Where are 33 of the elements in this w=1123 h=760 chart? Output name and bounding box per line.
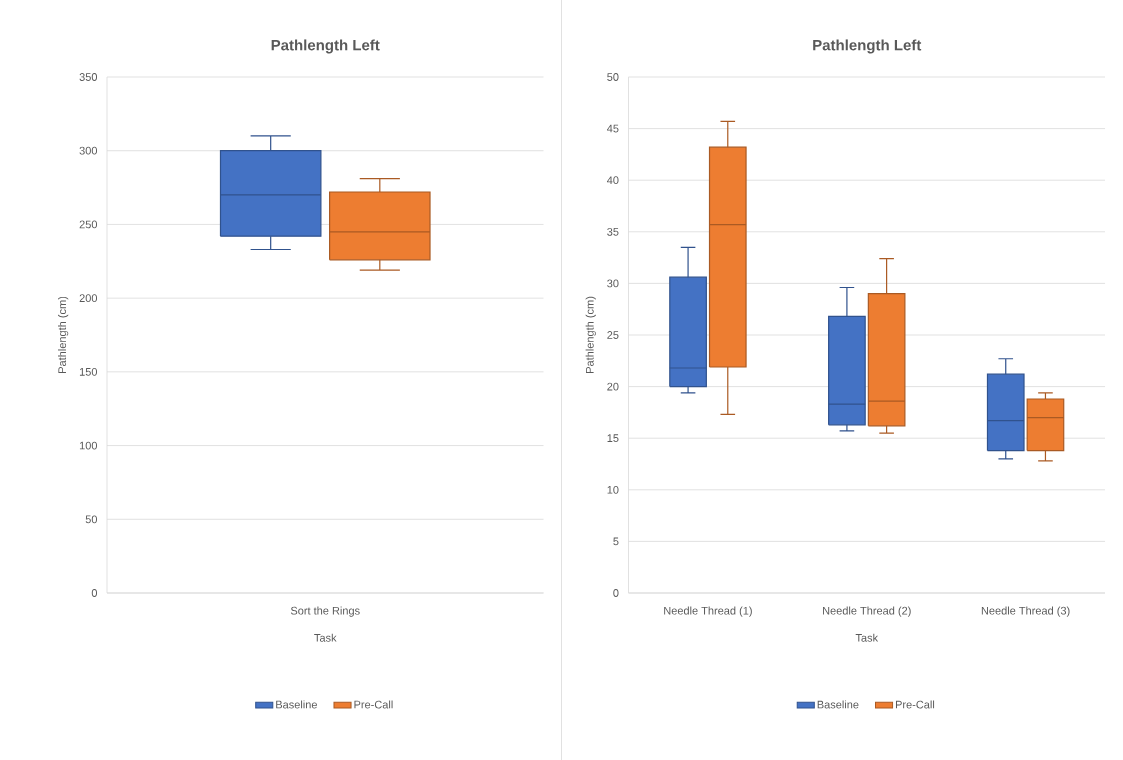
chart-title: Pathlength Left	[813, 39, 922, 54]
x-axis-title: Task	[314, 633, 337, 642]
y-tick-label: 350	[79, 73, 98, 81]
y-tick-label: 300	[79, 146, 98, 155]
x-axis-title: Task	[855, 633, 879, 642]
chart-title: Pathlength Left	[271, 39, 380, 54]
legend-label: Pre-Call	[354, 700, 393, 709]
y-tick-label: 50	[607, 73, 619, 81]
y-tick-label: 45	[606, 124, 619, 133]
x-tick-label: Sort the Rings	[290, 606, 360, 617]
y-tick-label: 20	[607, 382, 619, 391]
legend-label: Baseline	[817, 700, 859, 709]
y-tick-label: 30	[607, 279, 619, 288]
y-tick-label: 0	[613, 589, 619, 597]
y-tick-label: 250	[79, 220, 98, 229]
y-tick-label: 150	[79, 367, 98, 376]
y-axis-title: Pathlength (cm)	[585, 296, 596, 373]
y-tick-label: 25	[607, 331, 619, 339]
x-tick-label: Needle Thread (1)	[664, 606, 752, 617]
y-tick-label: 50	[85, 515, 98, 524]
x-tick-label: Needle Thread (3)	[981, 606, 1070, 617]
y-axis-title: Pathlength (cm)	[58, 296, 69, 373]
y-tick-label: 40	[606, 176, 619, 185]
y-tick-label: 200	[79, 294, 98, 303]
y-tick-label: 15	[607, 434, 619, 443]
y-tick-label: 5	[613, 537, 619, 546]
y-tick-label: 10	[607, 485, 619, 494]
x-tick-label: Needle Thread (2)	[823, 606, 911, 617]
y-tick-label: 0	[91, 589, 98, 597]
y-tick-label: 35	[607, 227, 619, 236]
legend-label: Baseline	[276, 700, 317, 709]
y-tick-label: 100	[79, 441, 98, 450]
legend-label: Pre-Call	[895, 700, 935, 709]
